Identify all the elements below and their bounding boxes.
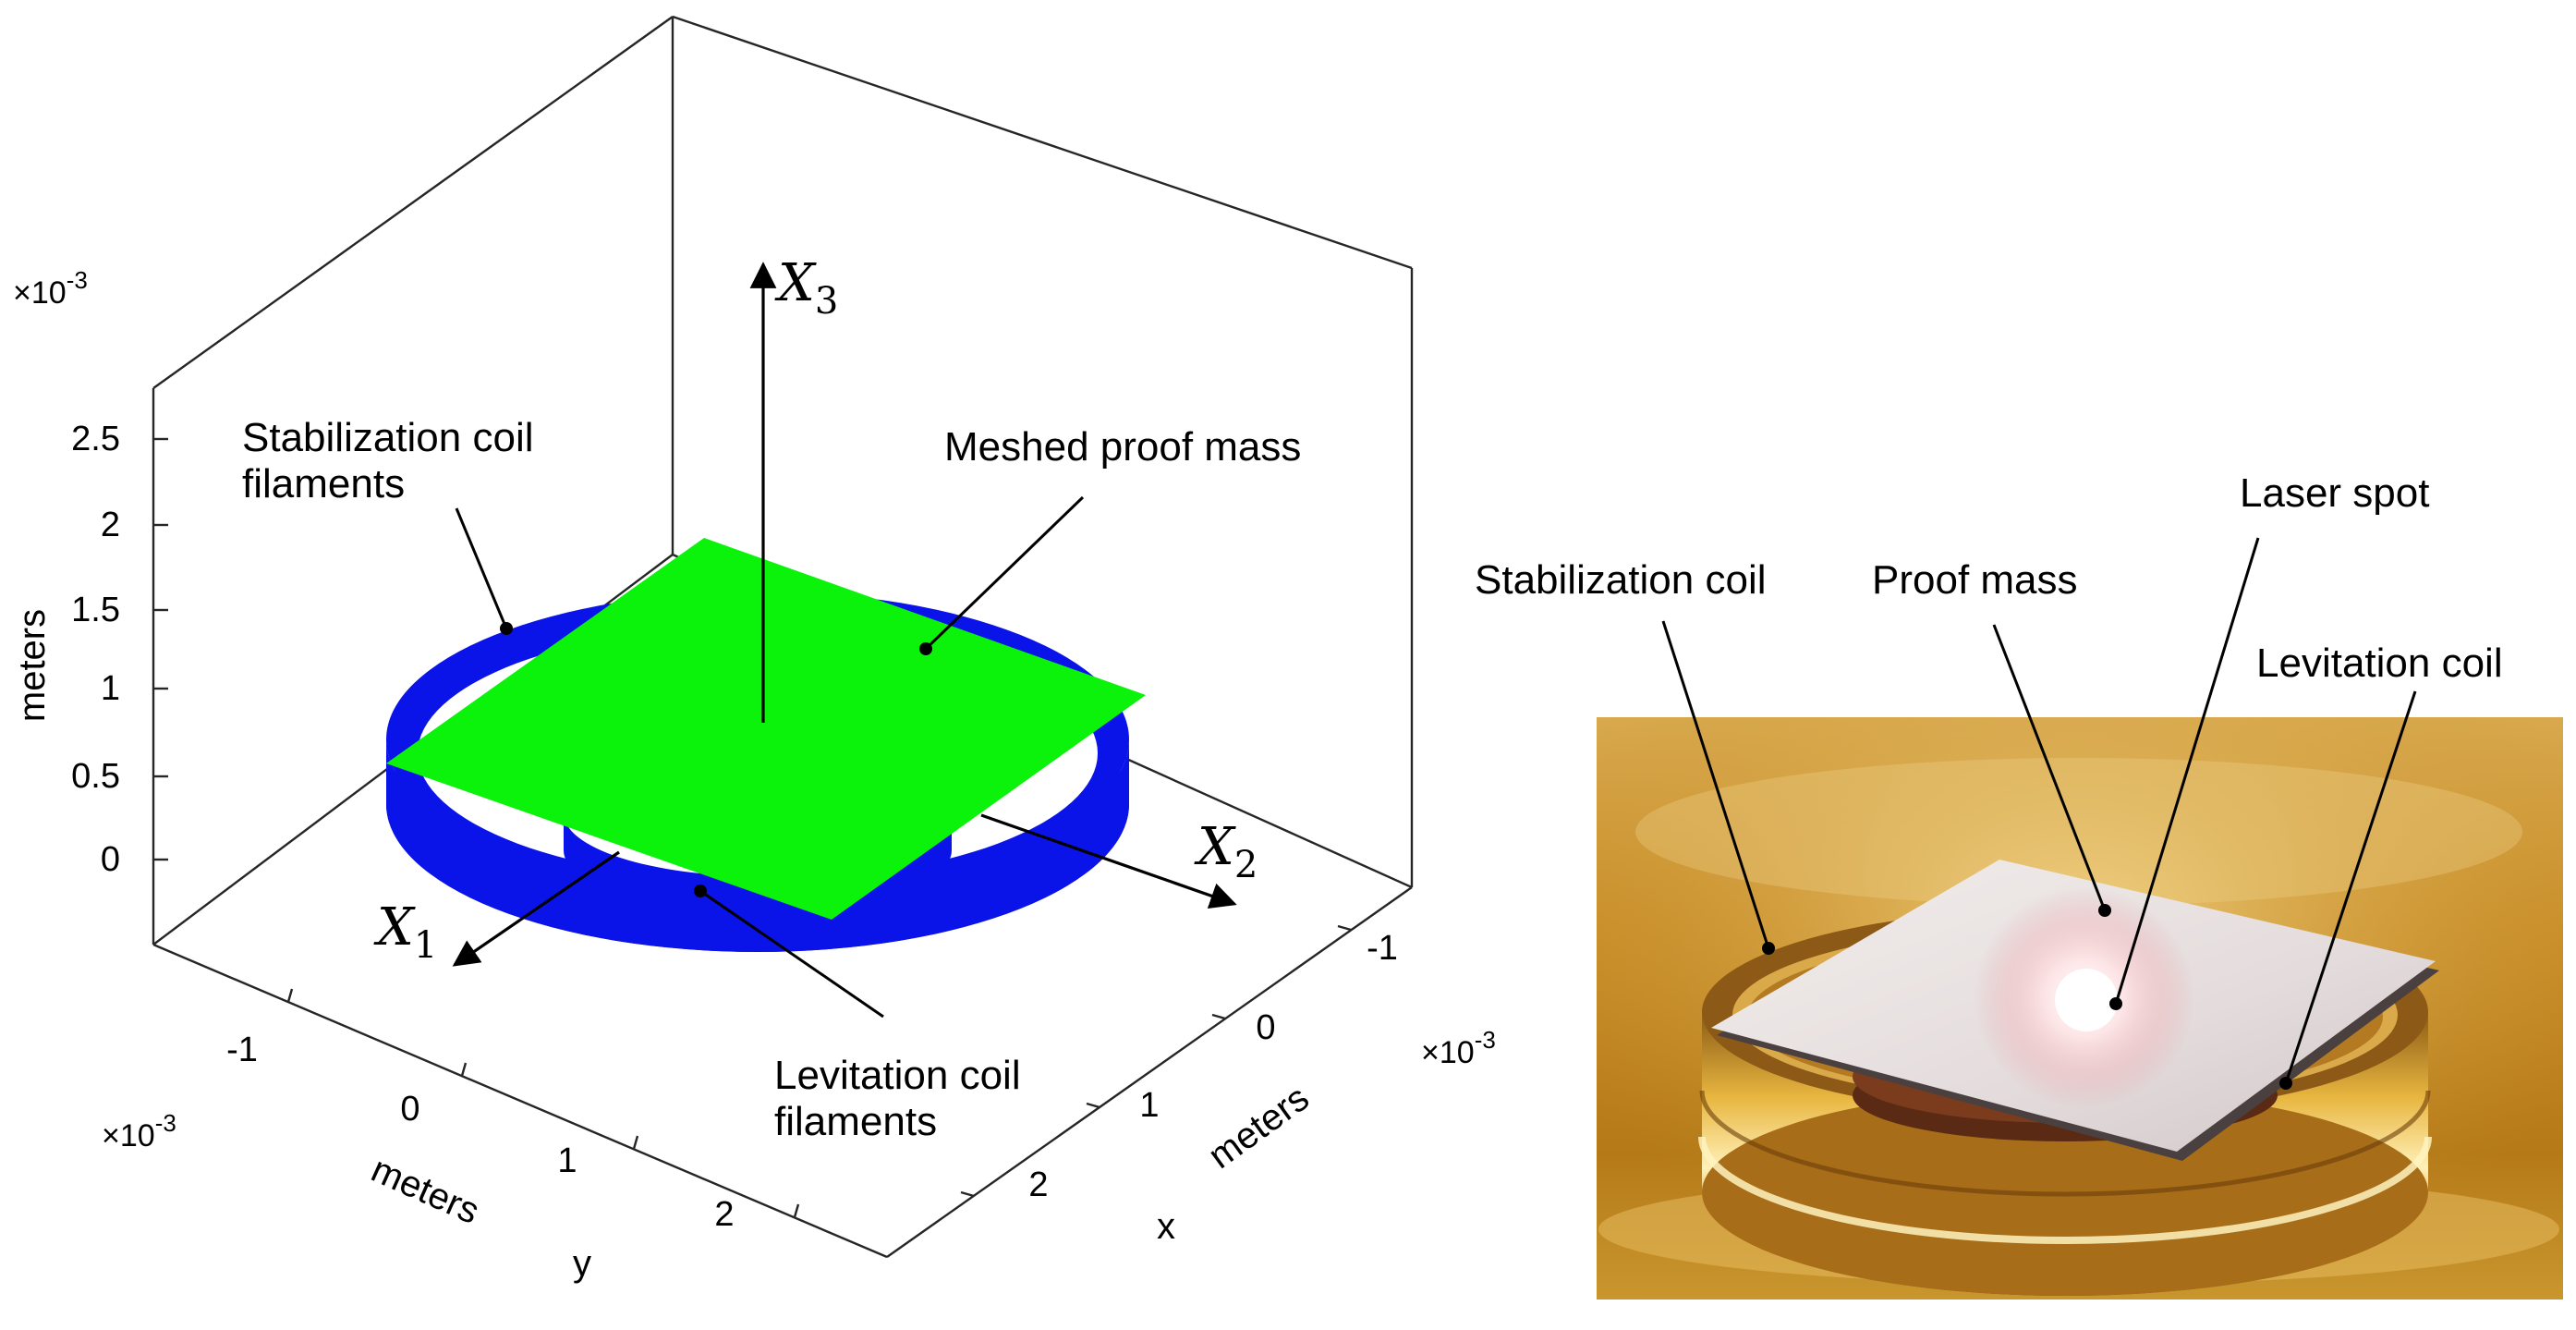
y-tick-labels: -1 0 1 2 bbox=[226, 1031, 734, 1234]
x-tick-label: 2 bbox=[1028, 1165, 1048, 1204]
x-tick-label: -1 bbox=[1367, 929, 1398, 968]
apparatus-photo: Stabilization coil Proof mass Laser spot… bbox=[1475, 470, 2563, 1299]
y-scale-factor: ×10-3 bbox=[102, 1109, 176, 1153]
x1-label: X1 bbox=[373, 897, 437, 967]
photo-annotations: Stabilization coil Proof mass Laser spot… bbox=[1475, 470, 2503, 1090]
svg-text:×10-3: ×10-3 bbox=[1421, 1026, 1496, 1070]
proof-mass bbox=[1711, 860, 2439, 1161]
lev-leader-dot bbox=[694, 885, 707, 897]
z-tick-label: 1.5 bbox=[71, 591, 120, 629]
z-tick-labels: 2.5 2 1.5 1 0.5 0 bbox=[71, 420, 120, 879]
svg-text:×10-3: ×10-3 bbox=[13, 266, 88, 311]
z-tick-label: 0.5 bbox=[71, 757, 120, 796]
x-scale-factor: ×10-3 bbox=[1421, 1026, 1496, 1070]
z-tick-label: 2 bbox=[101, 506, 120, 544]
z-tick-label: 0 bbox=[101, 840, 120, 879]
y-tick-label: 1 bbox=[557, 1141, 577, 1180]
photo-lev-dot bbox=[2279, 1077, 2292, 1090]
z-tick-marks bbox=[153, 437, 168, 861]
stabilization-coil-label: Stabilization coil bbox=[1475, 557, 1767, 603]
levitation-coil-label: Levitation coil bbox=[2256, 641, 2503, 686]
mass-leader-dot bbox=[919, 642, 932, 655]
y-axis-letter: y bbox=[573, 1243, 591, 1284]
z-tick-label: 1 bbox=[101, 669, 120, 708]
x2-label: X2 bbox=[1194, 817, 1258, 886]
photo-stab-leader bbox=[1661, 620, 1770, 949]
frame-axes bbox=[452, 262, 1237, 967]
stabilization-coil-filaments-label: Stabilization coil filaments bbox=[242, 415, 534, 506]
x2-axis-arrow bbox=[980, 813, 1237, 909]
plot-annotations: Stabilization coil filaments Meshed proof… bbox=[242, 415, 1301, 1144]
z-tick-label: 2.5 bbox=[71, 420, 120, 458]
x-tick-marks bbox=[960, 924, 1352, 1198]
x3-label: X3 bbox=[774, 253, 838, 323]
x-tick-label: 0 bbox=[1256, 1008, 1275, 1047]
photo-laser-leader bbox=[2114, 537, 2260, 1005]
proof-mass-label: Proof mass bbox=[1872, 557, 2078, 603]
photo-mass-dot bbox=[2098, 904, 2111, 917]
y-tick-label: -1 bbox=[226, 1031, 258, 1069]
photo-mass-leader bbox=[1992, 624, 2107, 911]
x-tick-label: 1 bbox=[1139, 1086, 1159, 1125]
x1-axis-arrow bbox=[452, 850, 620, 967]
stab-leader-dot bbox=[500, 622, 513, 635]
laser-spot-label: Laser spot bbox=[2240, 470, 2429, 516]
z-axis-label: meters bbox=[12, 609, 53, 722]
y-tick-label: 0 bbox=[400, 1090, 419, 1129]
levitation-coil-filaments-label: Levitation coil filaments bbox=[774, 1053, 1021, 1144]
photo-laser-dot bbox=[2109, 997, 2122, 1010]
lev-leader-line bbox=[699, 889, 884, 1019]
photo-stab-dot bbox=[1762, 942, 1775, 955]
y-tick-marks bbox=[286, 988, 800, 1218]
y-axis-label: meters bbox=[365, 1149, 485, 1232]
x-axis-label: meters bbox=[1201, 1078, 1317, 1177]
3d-plot: 2.5 2 1.5 1 0.5 0 ×10-3 meters -1 0 1 2 … bbox=[12, 15, 1496, 1284]
meshed-proof-mass-label: Meshed proof mass bbox=[944, 424, 1301, 470]
stab-leader-line bbox=[455, 507, 508, 629]
mass-leader-line bbox=[924, 495, 1085, 651]
y-tick-label: 2 bbox=[714, 1195, 734, 1234]
meshed-proof-mass bbox=[386, 538, 1146, 920]
x-tick-labels: -1 0 1 2 bbox=[1028, 929, 1397, 1204]
svg-text:×10-3: ×10-3 bbox=[102, 1109, 176, 1153]
photo-lev-leader bbox=[2284, 690, 2417, 1084]
x-axis-letter: x bbox=[1157, 1206, 1175, 1247]
z-scale-factor: ×10-3 bbox=[13, 266, 88, 311]
